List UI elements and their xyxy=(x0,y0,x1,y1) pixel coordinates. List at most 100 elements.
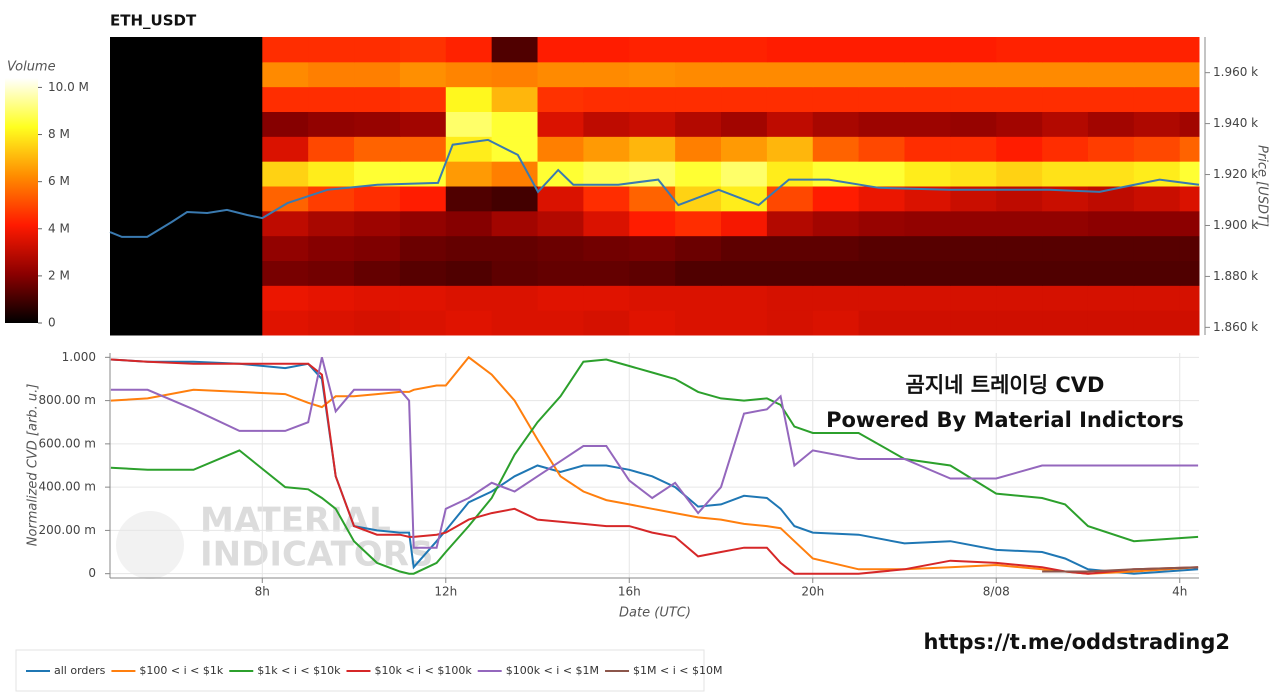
heatmap-cell xyxy=(629,210,676,237)
heatmap-cell xyxy=(858,260,906,286)
cvd-line xyxy=(1042,566,1199,573)
legend-label: all orders xyxy=(54,664,106,677)
heatmap-cell xyxy=(629,37,676,63)
heatmap-cell xyxy=(1133,136,1181,162)
heatmap-cell xyxy=(629,285,676,311)
heatmap-cell xyxy=(1042,86,1089,112)
heatmap-cell xyxy=(583,310,630,336)
colorbar-tick-label: 2 M xyxy=(48,268,70,282)
heatmap-cell xyxy=(904,136,951,162)
heatmap-cell xyxy=(491,86,539,112)
heatmap-cell xyxy=(537,260,584,286)
heatmap-cell xyxy=(904,285,951,311)
heatmap-cell xyxy=(950,161,997,187)
heatmap-cell xyxy=(491,285,539,311)
heatmap-cell xyxy=(1179,37,1200,63)
heatmap-cell xyxy=(858,210,906,237)
heatmap-cell xyxy=(583,235,630,261)
heatmap-cell xyxy=(110,186,263,212)
heatmap-cell xyxy=(491,111,539,137)
heatmap-cell xyxy=(1179,285,1200,311)
heatmap-cell xyxy=(445,186,493,212)
heatmap-cell xyxy=(904,310,951,336)
heatmap-cell xyxy=(996,210,1043,237)
heatmap-cell xyxy=(721,161,768,187)
heatmap-cell xyxy=(1042,285,1089,311)
heatmap-cell xyxy=(904,161,951,187)
heatmap-cell xyxy=(1042,260,1089,286)
colorbar-tick-label: 10.0 M xyxy=(48,80,89,94)
legend: all orders $100 < i < $1k $1k < i < $10k $1… xyxy=(26,664,722,677)
cvd-line xyxy=(110,357,1199,549)
price-line xyxy=(109,138,1200,238)
heatmap-cell xyxy=(996,86,1043,112)
heatmap-cell xyxy=(110,37,263,63)
colorbar-title: Volume xyxy=(7,60,56,75)
heatmap-cell xyxy=(537,186,584,212)
y-tick-label: 1.960 k xyxy=(1213,65,1258,79)
watermark-icon xyxy=(116,511,184,579)
heatmap-cell xyxy=(1042,235,1089,261)
heatmap-cell xyxy=(1133,260,1181,286)
heatmap-cell xyxy=(996,285,1043,311)
heatmap-cell xyxy=(110,161,263,187)
heatmap-cell xyxy=(1179,111,1200,137)
heatmap-cell xyxy=(721,37,768,63)
heatmap-cell xyxy=(675,186,722,212)
y-tick-label: 1.860 k xyxy=(1213,320,1258,334)
heatmap-cell xyxy=(1087,260,1135,286)
heatmap-cell xyxy=(537,285,584,311)
heatmap-cell xyxy=(721,235,768,261)
heatmap-cell xyxy=(721,310,768,336)
heatmap-cell xyxy=(858,86,906,112)
heatmap-cell xyxy=(399,61,447,88)
heatmap-cell xyxy=(858,37,906,63)
heatmap-cell xyxy=(766,260,814,286)
heatmap-cell xyxy=(950,136,997,162)
heatmap-cell xyxy=(110,310,263,336)
heatmap-cell xyxy=(583,285,630,311)
heatmap-cell xyxy=(675,260,722,286)
heatmap-cell xyxy=(950,210,997,237)
y-axis-label: Normalized CVD [arb. u.] xyxy=(26,384,41,547)
heatmap-cell xyxy=(308,86,355,112)
heatmap-cell xyxy=(812,161,860,187)
heatmap-cell xyxy=(583,61,630,88)
heatmap-cell xyxy=(308,111,355,137)
footer-link[interactable]: https://t.me/oddstrading2 xyxy=(924,630,1231,654)
heatmap-cell xyxy=(904,111,951,137)
heatmap-cell xyxy=(1042,161,1089,187)
heatmap-cell xyxy=(1087,111,1135,137)
heatmap-cell xyxy=(491,61,539,88)
colorbar-tick-label: 6 M xyxy=(48,174,70,188)
heatmap-cell xyxy=(721,111,768,137)
heatmap-cell xyxy=(262,161,309,187)
heatmap-cell xyxy=(675,235,722,261)
heatmap-cell xyxy=(812,235,860,261)
heatmap-cell xyxy=(1133,37,1181,63)
heatmap-cell xyxy=(308,37,355,63)
heatmap-cell xyxy=(675,210,722,237)
heatmap-cell xyxy=(110,210,263,237)
heatmap-cell xyxy=(399,235,447,261)
y-tick-label: 1.940 k xyxy=(1213,116,1258,130)
heatmap-cell xyxy=(629,310,676,336)
heatmap-cell xyxy=(354,61,401,88)
heatmap-cell xyxy=(537,61,584,88)
heatmap-cell xyxy=(399,37,447,63)
heatmap-cell xyxy=(537,310,584,336)
heatmap-cell xyxy=(491,260,539,286)
heatmap-cell xyxy=(445,210,493,237)
heatmap-cell xyxy=(1133,235,1181,261)
heatmap-cell xyxy=(904,260,951,286)
heatmap-cell xyxy=(675,161,722,187)
x-tick-label: 12h xyxy=(434,585,457,599)
heatmap-cell xyxy=(354,235,401,261)
heatmap-cell xyxy=(812,260,860,286)
colorbar xyxy=(5,78,38,323)
heatmap-cell xyxy=(491,161,539,187)
heatmap-cell xyxy=(721,210,768,237)
heatmap-cell xyxy=(858,61,906,88)
heatmap-cell xyxy=(675,86,722,112)
heatmap-cell xyxy=(445,86,493,112)
